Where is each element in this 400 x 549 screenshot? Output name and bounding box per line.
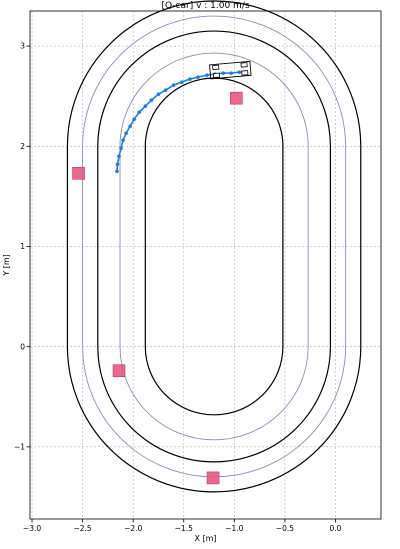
trajectory-point [117, 154, 121, 158]
x-tick-label: −1.0 [225, 524, 243, 533]
trajectory-point [172, 83, 176, 87]
trajectory-line [117, 72, 239, 171]
vehicle-body [210, 61, 252, 79]
x-tick-label: −2.5 [73, 524, 91, 533]
trajectory-point [150, 98, 154, 102]
vehicle-wheel [213, 65, 219, 70]
y-tick-label: −1 [14, 442, 25, 451]
trajectory-point [115, 170, 119, 174]
obstacle-marker [113, 365, 125, 377]
trajectory-point [144, 104, 148, 108]
y-tick-label: 3 [20, 42, 25, 51]
trajectory [115, 70, 241, 173]
trajectory-point [116, 163, 120, 167]
obstacle-marker [230, 92, 242, 104]
vehicle-wheel [241, 63, 247, 68]
x-tick-label: −0.5 [276, 524, 294, 533]
trajectory-point [164, 88, 168, 92]
trajectory-point [132, 117, 136, 121]
obstacle-marker [73, 167, 85, 179]
x-tick-label: −2.0 [124, 524, 142, 533]
obstacle-marker [207, 472, 219, 484]
vehicle-wheel [213, 73, 219, 78]
trajectory-point [205, 73, 209, 77]
chart-title: [Q-car] v : 1.00 m/s [161, 1, 249, 11]
trajectory-point [157, 92, 161, 96]
x-tick-label: −1.5 [175, 524, 193, 533]
x-axis-label: X [m] [194, 534, 216, 543]
trajectory-point [180, 80, 184, 84]
y-tick-label: 0 [20, 342, 25, 351]
y-tick-label: 2 [20, 142, 25, 151]
trajectory-point [196, 75, 200, 79]
trajectory-point [119, 146, 123, 150]
y-tick-label: 1 [20, 242, 25, 251]
trajectory-point [188, 77, 192, 81]
trajectory-point [121, 138, 125, 142]
trajectory-point [229, 71, 233, 75]
axis-ticks: −3.0 −2.5 −2.0 −1.5 −1.0 −0.5 0.0 −1 0 1 2 3 [14, 42, 342, 533]
trajectory-point [128, 124, 132, 128]
vehicle-wheel [242, 71, 248, 76]
y-axis-label: Y [m] [2, 254, 11, 276]
vehicle [210, 61, 252, 79]
trajectory-point [238, 70, 242, 74]
trajectory-point [137, 110, 141, 114]
x-tick-label: −3.0 [23, 524, 41, 533]
trajectory-point [124, 131, 128, 135]
x-tick-label: 0.0 [330, 524, 342, 533]
trajectory-point [221, 71, 225, 75]
